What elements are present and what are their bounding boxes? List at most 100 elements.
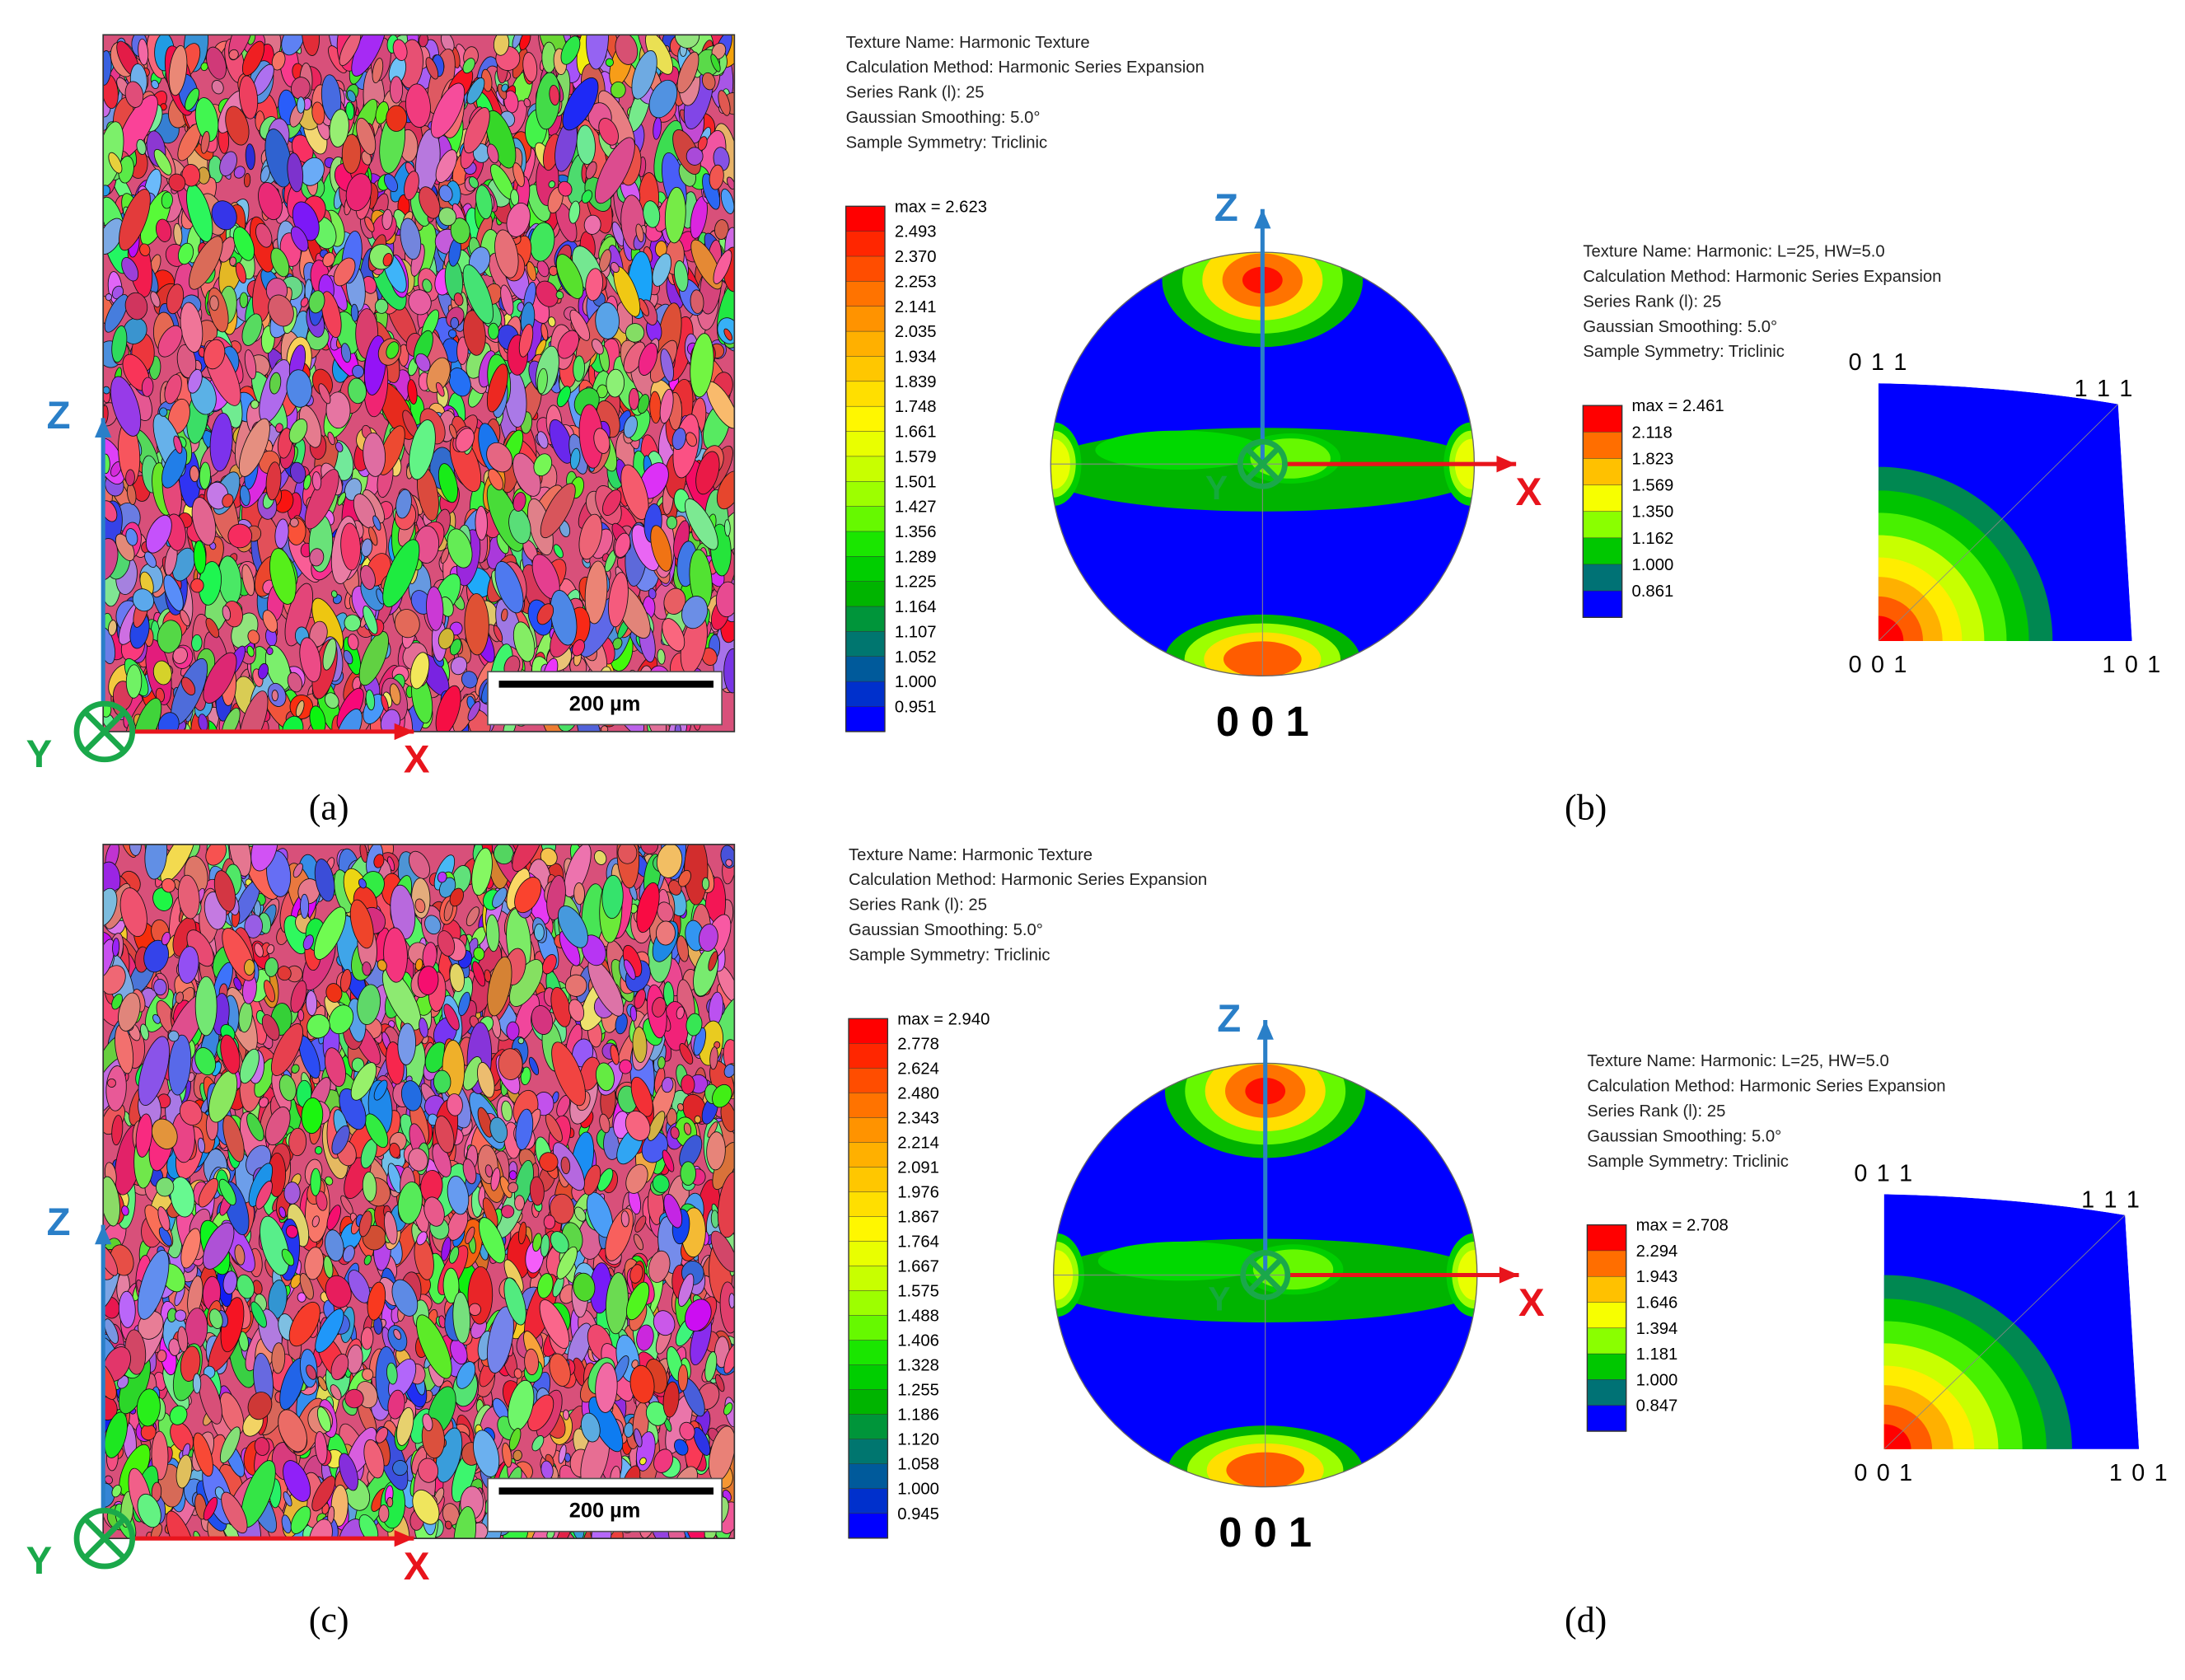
legend-swatch [848, 1488, 888, 1514]
axis-label-z: Z [47, 1200, 71, 1244]
grain [681, 1074, 695, 1095]
legend-swatch [845, 480, 886, 508]
legend-max: max = 2.940 [897, 1010, 990, 1028]
ipf-corner-label: 1 0 1 [2102, 652, 2161, 678]
legend-swatch [848, 1463, 888, 1490]
grain [289, 517, 299, 527]
legend-value: 1.000 [895, 673, 937, 691]
axis-label-x: X [1518, 1281, 1545, 1325]
legend-value: 1.427 [895, 498, 937, 517]
legend-max: max = 2.623 [895, 198, 987, 216]
legend-value: 1.107 [895, 623, 937, 641]
legend-swatch [1583, 537, 1622, 565]
info-line: Texture Name: Harmonic Texture [846, 34, 1090, 52]
legend-swatch [1587, 1327, 1627, 1355]
legend-value: 1.000 [897, 1481, 939, 1499]
grain [694, 1115, 701, 1124]
legend-swatch [845, 306, 886, 332]
grain [517, 1037, 525, 1045]
grain [447, 329, 457, 339]
info-line: Gaussian Smoothing: 5.0° [1587, 1127, 1781, 1145]
grain [701, 877, 710, 891]
grain [159, 407, 168, 417]
grain [514, 1195, 525, 1211]
legend-max: max = 2.461 [1632, 397, 1724, 415]
grain [125, 664, 143, 699]
ipf-corner-label: 0 0 1 [1854, 1460, 1913, 1486]
ipf-corner-label: 0 0 1 [1849, 652, 1908, 678]
legend-value: 0.861 [1632, 583, 1674, 601]
pole-figure-label: 0 0 1 [1216, 698, 1309, 745]
info-line: Texture Name: Harmonic: L=25, HW=5.0 [1587, 1052, 1888, 1070]
legend-swatch [1583, 590, 1622, 618]
legend-swatch [845, 681, 886, 708]
legend-swatch [1583, 432, 1622, 460]
legend-swatch [848, 1216, 888, 1242]
legend-value: 1.328 [897, 1357, 939, 1375]
legend-swatch [848, 1043, 888, 1069]
legend-value: 2.343 [897, 1109, 939, 1127]
legend-swatch [1587, 1275, 1627, 1303]
grain [488, 322, 499, 340]
info-line: Series Rank (l): 25 [1587, 1102, 1725, 1121]
grain [619, 1059, 633, 1074]
grain [243, 172, 251, 188]
grain [433, 1069, 452, 1094]
axis-label-y: Y [26, 732, 53, 776]
info-line: Calculation Method: Harmonic Series Expa… [846, 58, 1205, 77]
grain [657, 648, 666, 665]
legend-value: 1.661 [895, 424, 937, 442]
legend-swatch [845, 531, 886, 558]
grain [200, 62, 208, 72]
legend-swatch [1587, 1224, 1627, 1252]
info-line: Gaussian Smoothing: 5.0° [846, 109, 1041, 127]
grain [628, 387, 639, 410]
legend-swatch [848, 1241, 888, 1267]
legend-swatch [845, 556, 886, 583]
grain [656, 920, 676, 946]
grain [723, 648, 735, 694]
grain [125, 469, 135, 486]
grain [374, 298, 389, 314]
info-line: Sample Symmetry: Triclinic [1587, 1153, 1789, 1171]
legend-value: 1.394 [1636, 1320, 1678, 1338]
legend-value: 1.934 [895, 349, 937, 367]
legend-value: 2.480 [897, 1084, 939, 1102]
axis-label-z: Z [1214, 186, 1238, 230]
info-line: Calculation Method: Harmonic Series Expa… [849, 871, 1207, 889]
legend-value: 1.120 [897, 1431, 939, 1449]
grain [300, 893, 310, 920]
panel-label: (c) [309, 1599, 349, 1640]
legend-value: 2.370 [895, 248, 937, 266]
legend-value: 1.976 [897, 1184, 939, 1202]
legend-value: 1.181 [1636, 1345, 1678, 1364]
axis-label-y: Y [26, 1539, 53, 1583]
legend-swatch [1587, 1405, 1627, 1432]
legend-swatch [845, 330, 886, 358]
grain [239, 292, 249, 309]
legend-value: 2.214 [897, 1134, 939, 1152]
legend-value: 2.624 [897, 1060, 939, 1078]
panel-label: (b) [1565, 787, 1607, 827]
panel-label: (a) [309, 787, 349, 827]
legend-value: 1.569 [1632, 477, 1674, 495]
info-line: Sample Symmetry: Triclinic [849, 947, 1050, 965]
legend-swatch [848, 1389, 888, 1416]
legend-value: 1.667 [897, 1258, 939, 1276]
legend-swatch [1583, 458, 1622, 486]
legend-value: 1.646 [1636, 1294, 1678, 1313]
legend-swatch [845, 656, 886, 682]
orientation-map [103, 35, 735, 732]
axis-label-y: Y [1205, 469, 1228, 507]
info-line: Gaussian Smoothing: 5.0° [1583, 318, 1777, 336]
legend-swatch [848, 1513, 888, 1539]
legend-value: 1.052 [895, 648, 937, 667]
legend-swatch [848, 1117, 888, 1144]
legend-swatch [848, 1167, 888, 1193]
grain [657, 1056, 666, 1069]
panel-label: (d) [1565, 1599, 1607, 1640]
legend-value: 1.406 [897, 1332, 939, 1350]
info-line: Series Rank (l): 25 [1583, 292, 1721, 311]
legend-swatch [1587, 1250, 1627, 1277]
legend-swatch [1583, 564, 1622, 592]
